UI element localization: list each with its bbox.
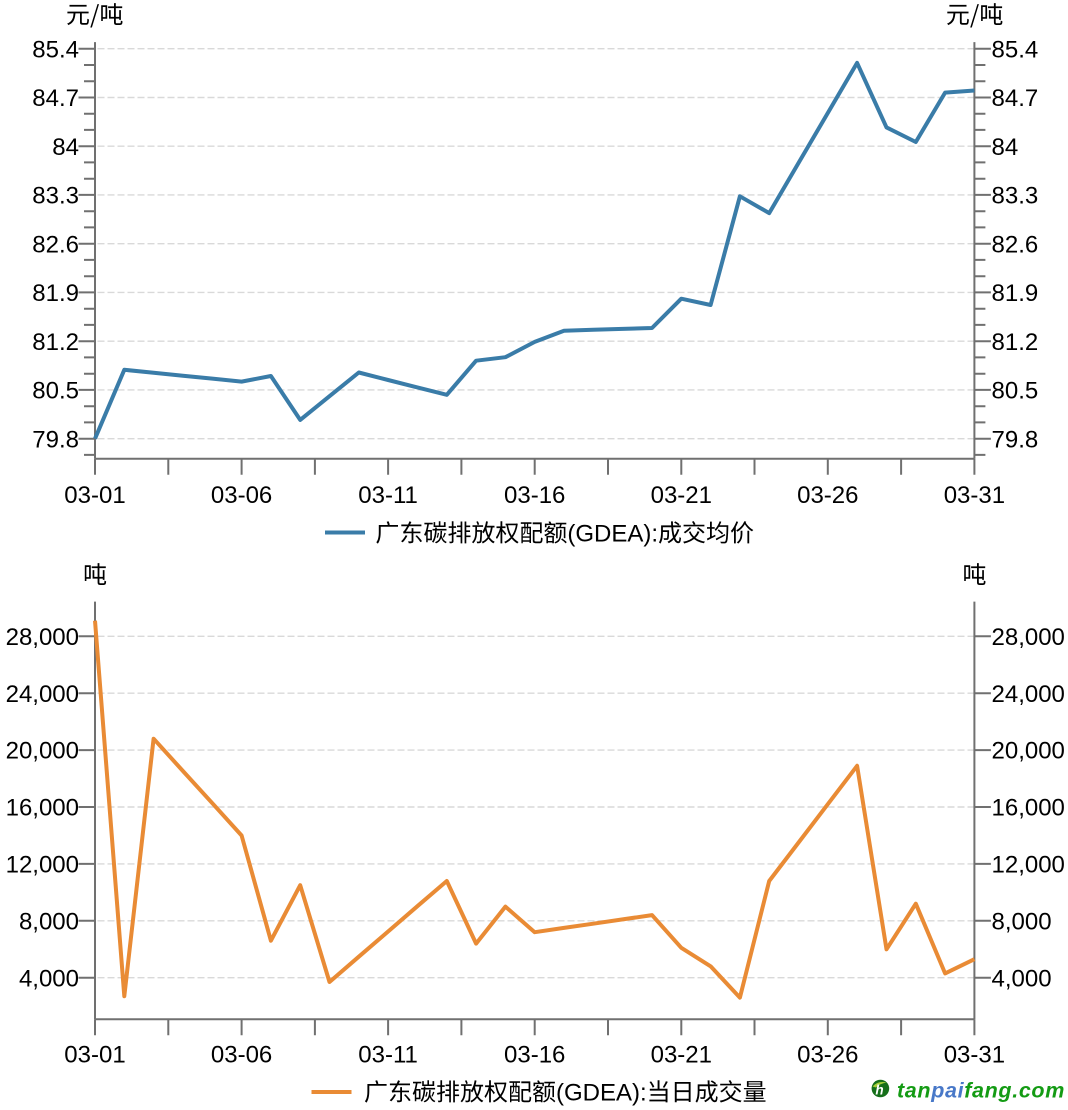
svg-text:8,000: 8,000 — [19, 908, 79, 935]
svg-text:83.3: 83.3 — [32, 183, 79, 210]
svg-text:79.8: 79.8 — [32, 426, 79, 453]
svg-text:03-21: 03-21 — [651, 1042, 712, 1069]
svg-text:03-31: 03-31 — [944, 1042, 1005, 1069]
svg-text:03-16: 03-16 — [504, 1042, 565, 1069]
svg-text:79.8: 79.8 — [992, 426, 1039, 453]
svg-text:03-16: 03-16 — [504, 482, 565, 509]
svg-text:16,000: 16,000 — [6, 795, 79, 822]
svg-text:03-31: 03-31 — [944, 482, 1005, 509]
svg-text:24,000: 24,000 — [992, 681, 1065, 708]
svg-text:84: 84 — [52, 134, 79, 161]
svg-text:h: h — [875, 1082, 883, 1097]
svg-text:81.9: 81.9 — [992, 280, 1039, 307]
svg-text:03-06: 03-06 — [211, 482, 272, 509]
svg-text:16,000: 16,000 — [992, 795, 1065, 822]
svg-text:tanpaifang.com: tanpaifang.com — [897, 1078, 1065, 1102]
svg-text:03-26: 03-26 — [797, 482, 858, 509]
svg-text:12,000: 12,000 — [992, 852, 1065, 879]
svg-text:03-11: 03-11 — [358, 1042, 418, 1069]
svg-text:03-11: 03-11 — [358, 482, 418, 509]
svg-text:85.4: 85.4 — [992, 36, 1039, 63]
svg-text:84.7: 84.7 — [992, 85, 1039, 112]
svg-text:84.7: 84.7 — [32, 85, 79, 112]
svg-text:20,000: 20,000 — [992, 738, 1065, 765]
svg-text:03-01: 03-01 — [64, 482, 125, 509]
svg-text:80.5: 80.5 — [992, 378, 1039, 405]
svg-text:82.6: 82.6 — [32, 231, 79, 258]
svg-text:28,000: 28,000 — [992, 624, 1065, 651]
svg-text:03-26: 03-26 — [797, 1042, 858, 1069]
svg-text:4,000: 4,000 — [992, 965, 1052, 992]
svg-text:28,000: 28,000 — [6, 624, 79, 651]
svg-text:24,000: 24,000 — [6, 681, 79, 708]
svg-text:03-21: 03-21 — [651, 482, 712, 509]
svg-text:4,000: 4,000 — [19, 965, 79, 992]
svg-text:81.9: 81.9 — [32, 280, 79, 307]
svg-text:(GDEA):: (GDEA): — [567, 521, 658, 548]
svg-text:83.3: 83.3 — [992, 183, 1039, 210]
svg-text:(GDEA):: (GDEA): — [556, 1080, 647, 1107]
svg-text:81.2: 81.2 — [32, 329, 79, 356]
svg-text:80.5: 80.5 — [32, 378, 79, 405]
svg-text:03-06: 03-06 — [211, 1042, 272, 1069]
svg-text:03-01: 03-01 — [64, 1042, 125, 1069]
svg-text:8,000: 8,000 — [992, 908, 1052, 935]
svg-text:12,000: 12,000 — [6, 852, 79, 879]
svg-text:20,000: 20,000 — [6, 738, 79, 765]
svg-text:84: 84 — [992, 134, 1019, 161]
svg-text:85.4: 85.4 — [32, 36, 79, 63]
svg-text:81.2: 81.2 — [992, 329, 1039, 356]
svg-text:82.6: 82.6 — [992, 231, 1039, 258]
